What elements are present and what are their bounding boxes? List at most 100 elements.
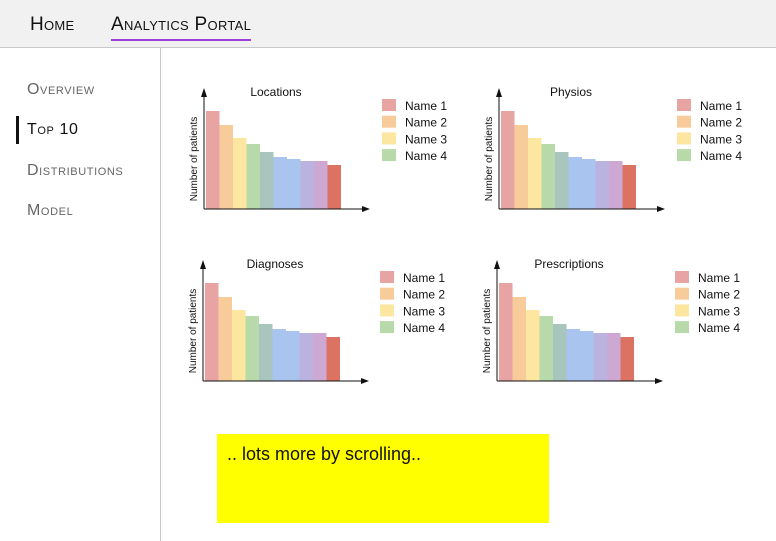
legend-swatch [382, 149, 396, 162]
bar [568, 157, 582, 209]
legend-swatch [677, 132, 691, 145]
chart-title: Locations [250, 85, 301, 99]
bar [528, 138, 542, 209]
bar [314, 161, 328, 209]
bar [526, 310, 540, 381]
y-axis-label: Number of patients [482, 289, 493, 374]
bar [246, 144, 260, 209]
legend-label: Name 3 [403, 304, 445, 318]
sidebar-item-overview[interactable]: Overview [27, 81, 95, 98]
bar [514, 125, 528, 209]
bar [219, 125, 233, 209]
nav-home-link[interactable]: Home [30, 14, 75, 35]
legend-label: Name 1 [403, 271, 445, 285]
bar [218, 297, 232, 381]
bar [299, 333, 313, 381]
legend-label: Name 2 [403, 288, 445, 302]
bar [273, 157, 287, 209]
bar [245, 316, 259, 381]
bar [327, 165, 341, 209]
y-axis-label: Number of patients [188, 289, 199, 374]
legend-label: Name 3 [700, 132, 742, 146]
legend-swatch [380, 271, 394, 283]
bar [205, 283, 219, 381]
legend-swatch [380, 304, 394, 317]
legend-swatch [677, 115, 691, 128]
active-indicator [16, 116, 19, 144]
x-axis-arrow [657, 206, 665, 212]
sidebar-item-top-10[interactable]: Top 10 [27, 121, 79, 138]
bar [607, 333, 621, 381]
x-axis-arrow [655, 378, 663, 384]
chart-diagnoses: Diagnoses Number of patients Name 1 Name 2 N… [188, 257, 445, 384]
legend-swatch [382, 115, 396, 128]
bar [232, 310, 246, 381]
chart-title: Diagnoses [247, 257, 304, 271]
x-axis-arrow [361, 378, 369, 384]
chart-locations: Locations Number of patients Name 1 Name 2 N… [189, 85, 447, 212]
bar [286, 331, 300, 381]
bar [541, 144, 555, 209]
y-axis-arrow [200, 260, 206, 269]
bar [272, 329, 286, 381]
bar [313, 333, 327, 381]
legend-label: Name 3 [405, 132, 447, 146]
legend-label: Name 1 [700, 99, 742, 113]
legend-label: Name 2 [700, 116, 742, 130]
legend-swatch [382, 99, 396, 111]
sidebar: Overview Top 10 Distributions Model [0, 48, 161, 541]
nav-analytics-portal-link[interactable]: Analytics Portal [111, 14, 252, 41]
legend-label: Name 4 [403, 321, 445, 335]
bar [326, 337, 340, 381]
legend-label: Name 4 [700, 149, 742, 163]
bar [582, 159, 596, 209]
bar [501, 111, 515, 209]
chart-title: Prescriptions [534, 257, 603, 271]
legend-swatch [675, 271, 689, 283]
bar [206, 111, 220, 209]
legend-swatch [382, 132, 396, 145]
chart-prescriptions: Prescriptions Number of patients Name 1 Nam… [482, 257, 740, 384]
bar [593, 333, 607, 381]
bar [580, 331, 594, 381]
bar [300, 161, 314, 209]
legend-label: Name 3 [698, 304, 740, 318]
legend-swatch [677, 99, 691, 111]
y-axis-arrow [496, 88, 502, 97]
bar [595, 161, 609, 209]
bar [259, 324, 273, 381]
legend-label: Name 4 [698, 321, 740, 335]
legend-swatch [675, 321, 689, 334]
scroll-note: .. lots more by scrolling.. [217, 434, 549, 523]
legend-label: Name 1 [405, 99, 447, 113]
legend-label: Name 1 [698, 271, 740, 285]
chart-title: Physios [550, 85, 592, 99]
top-nav-bar: Home Analytics Portal [0, 0, 776, 48]
sidebar-item-model[interactable]: Model [27, 202, 74, 219]
bar [499, 283, 513, 381]
legend-label: Name 2 [698, 288, 740, 302]
bar [555, 152, 569, 209]
bar [287, 159, 301, 209]
legend-swatch [675, 287, 689, 300]
bar [622, 165, 636, 209]
x-axis-arrow [362, 206, 370, 212]
legend-swatch [677, 149, 691, 162]
y-axis-arrow [201, 88, 207, 97]
bar [620, 337, 634, 381]
sidebar-item-distributions[interactable]: Distributions [27, 162, 124, 179]
bar [609, 161, 623, 209]
y-axis-label: Number of patients [484, 117, 495, 202]
legend-label: Name 4 [405, 149, 447, 163]
bar [539, 316, 553, 381]
legend-label: Name 2 [405, 116, 447, 130]
legend-swatch [380, 287, 394, 300]
y-axis-arrow [494, 260, 500, 269]
bar [512, 297, 526, 381]
bar [233, 138, 247, 209]
legend-swatch [380, 321, 394, 334]
chart-physios: Physios Number of patients Name 1 Name 2 Nam… [484, 85, 742, 212]
bar [260, 152, 274, 209]
y-axis-label: Number of patients [189, 117, 200, 202]
